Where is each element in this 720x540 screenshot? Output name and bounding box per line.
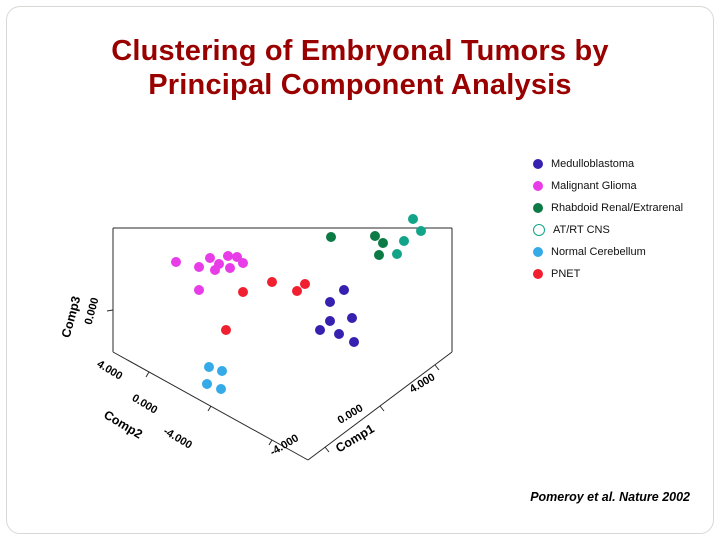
- data-point: [347, 313, 357, 323]
- data-point: [315, 325, 325, 335]
- data-point: [325, 316, 335, 326]
- axis-tick-label: 4.000: [95, 358, 125, 382]
- axis-tick-label: -4.000: [268, 432, 301, 458]
- title-line-2: Principal Component Analysis: [148, 69, 572, 102]
- data-point: [225, 263, 235, 273]
- legend-item-label: AT/RT CNS: [553, 224, 610, 236]
- data-point: [205, 253, 215, 263]
- data-point: [194, 285, 204, 295]
- data-point: [325, 297, 335, 307]
- data-point: [217, 366, 227, 376]
- axis-tick: [379, 405, 385, 412]
- pca-3d-scatter-plot: 4.000 0.000 -4.000 Comp2 -4.000 0.000 4.000 Com…: [55, 205, 475, 477]
- data-point: [300, 279, 310, 289]
- data-point: [267, 277, 277, 287]
- data-point: [204, 362, 214, 372]
- data-point: [370, 231, 380, 241]
- data-point: [349, 337, 359, 347]
- data-point: [210, 265, 220, 275]
- axis-tick: [207, 405, 212, 412]
- data-point: [374, 250, 384, 260]
- legend-item-label: Medulloblastoma: [551, 158, 635, 170]
- data-point: [238, 287, 248, 297]
- data-point: [223, 251, 233, 261]
- legend-item-label: Normal Cerebellum: [551, 246, 646, 258]
- data-point: [399, 236, 409, 246]
- slide-title: Clustering of Embryonal Tumors by Princi…: [0, 34, 720, 102]
- axis-tick-label: 4.000: [408, 371, 438, 395]
- legend-marker-dot: [533, 203, 543, 213]
- pca-scatter3d-svg: 4.0000.000-4.000Comp2-4.0000.0004.000Com…: [59, 214, 453, 461]
- data-point: [408, 214, 418, 224]
- data-point: [326, 232, 336, 242]
- legend-item: AT/RT CNS: [533, 224, 683, 236]
- data-point: [194, 262, 204, 272]
- data-point: [416, 226, 426, 236]
- citation: Pomeroy et al. Nature 2002: [530, 490, 690, 504]
- data-point: [339, 285, 349, 295]
- axis-title-comp3: Comp3: [59, 295, 84, 340]
- title-line-1: Clustering of Embryonal Tumors by: [111, 35, 609, 67]
- legend-marker-dot: [533, 159, 543, 169]
- axis-title-comp1: Comp1: [333, 422, 377, 456]
- data-point: [238, 258, 248, 268]
- axis-title-comp2: Comp2: [101, 408, 145, 442]
- legend-marker-dot: [533, 269, 543, 279]
- legend: Medulloblastoma Malignant Glioma Rhabdoid …: [533, 158, 683, 290]
- axis-tick-label: 0.000: [130, 392, 160, 416]
- legend-item-label: Rhabdoid Renal/Extrarenal: [551, 202, 684, 214]
- legend-marker-dot: [533, 181, 543, 191]
- legend-item: Malignant Glioma: [533, 180, 683, 192]
- legend-item: Normal Cerebellum: [533, 246, 683, 258]
- data-point: [221, 325, 231, 335]
- axis-tick-label: -4.000: [161, 425, 194, 451]
- legend-item-label: Malignant Glioma: [551, 180, 637, 192]
- legend-item: Medulloblastoma: [533, 158, 683, 170]
- data-point: [378, 238, 388, 248]
- data-point: [171, 257, 181, 267]
- axis-tick: [145, 371, 150, 378]
- axis-tick: [106, 309, 114, 312]
- data-point: [334, 329, 344, 339]
- axis-tick: [268, 439, 273, 446]
- legend-item-label: PNET: [551, 268, 581, 280]
- axis-tick-label: 0.000: [83, 296, 102, 326]
- legend-marker-dot: [533, 247, 543, 257]
- axis-tick: [434, 364, 440, 371]
- legend-item: Rhabdoid Renal/Extrarenal: [533, 202, 683, 214]
- data-point: [292, 286, 302, 296]
- axis-tick: [324, 446, 330, 453]
- data-point: [202, 379, 212, 389]
- legend-item: PNET: [533, 268, 683, 280]
- axis-tick-label: 0.000: [336, 402, 366, 426]
- data-point: [216, 384, 226, 394]
- data-point: [392, 249, 402, 259]
- legend-marker-dot: [533, 224, 545, 236]
